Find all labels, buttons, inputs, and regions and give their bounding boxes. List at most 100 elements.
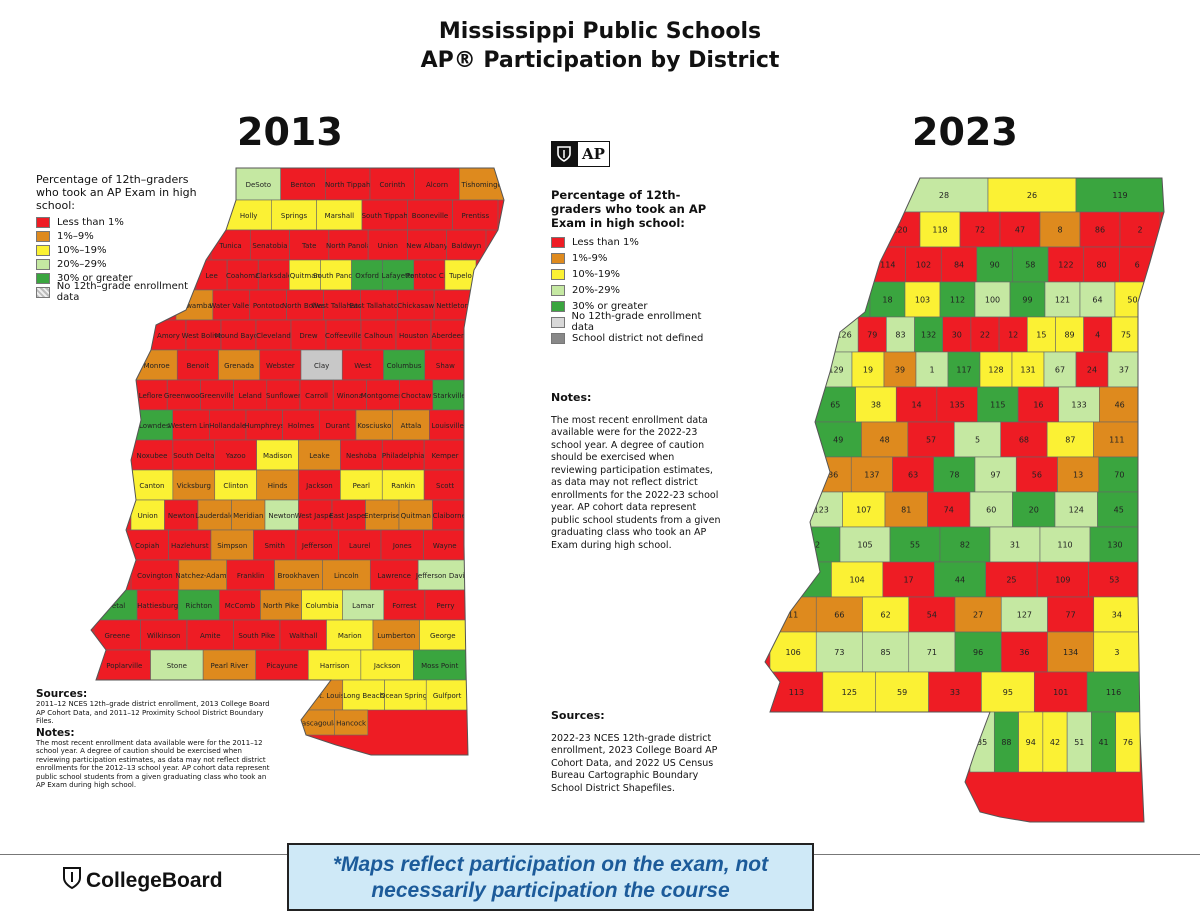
district-region — [212, 289, 251, 321]
district-region — [993, 711, 1019, 773]
district-label: 121 — [1055, 296, 1070, 305]
district-label: Greenville — [199, 392, 234, 400]
ap-logo-text: AP — [577, 141, 610, 167]
district-region — [130, 559, 180, 591]
district-label: Holly — [240, 212, 258, 220]
district-region — [914, 316, 944, 353]
district-region — [355, 409, 393, 441]
district-label: 101 — [1053, 688, 1068, 697]
district-label: 76 — [1123, 738, 1133, 747]
district-region — [1015, 456, 1058, 493]
map-2013-legend-label: No 12th–grade enrollment data — [56, 281, 189, 303]
district-label: 88 — [1001, 738, 1011, 747]
district-label: 129 — [828, 366, 843, 375]
district-label: Nettleton — [436, 302, 469, 310]
district-label: Ocean Springs — [380, 692, 431, 700]
district-label: Harrison — [320, 662, 350, 670]
district-region — [300, 709, 335, 736]
district-label: 63 — [908, 471, 918, 480]
district-label: 79 — [867, 331, 877, 340]
district-label: Hancock — [336, 720, 367, 728]
district-label: 90 — [990, 261, 1000, 270]
district-label: Calhoun — [364, 332, 393, 340]
district-label: Cleveland — [256, 332, 291, 340]
district-label: Neshoba — [346, 452, 377, 460]
district-label: East Jasper — [329, 512, 368, 520]
district-label: Water Valley — [209, 302, 253, 310]
district-region — [396, 289, 435, 321]
district-label: McComb — [225, 602, 256, 610]
district-label: Coffeeville — [325, 332, 362, 340]
district-region — [93, 619, 141, 651]
district-label: Brookhaven — [278, 572, 320, 580]
legend-2013: Percentage of 12th–graders who took an A… — [36, 173, 211, 303]
district-label: Amory — [157, 332, 180, 340]
district-region — [1000, 631, 1048, 673]
district-region — [164, 499, 199, 531]
district-label: 21 — [847, 296, 857, 305]
district-label: George — [430, 632, 456, 640]
map-2023-legend-item: No 12th-grade enrollment data — [551, 311, 721, 333]
district-label: 86 — [1095, 226, 1105, 235]
map-2023-legend-swatch — [551, 252, 565, 264]
map-2013-legend-swatch — [36, 216, 50, 228]
district-label: 75 — [1121, 331, 1131, 340]
sources-2013-title: Sources: — [36, 688, 88, 700]
district-label: 65 — [830, 401, 840, 410]
district-label: Louisville — [431, 422, 463, 430]
district-label: 64 — [1092, 296, 1102, 305]
district-label: Itawamba — [177, 302, 212, 310]
district-label: 22 — [980, 331, 990, 340]
map-2013-legend-item: Less than 1% — [36, 215, 211, 229]
district-label: Attala — [401, 422, 422, 430]
district-region — [407, 199, 453, 231]
district-label: West Tallahatchie — [311, 302, 372, 310]
district-label: 37 — [1119, 366, 1129, 375]
district-label: Enterprise — [364, 512, 400, 520]
district-label: Webster — [266, 362, 295, 370]
district-region — [882, 561, 935, 598]
district-label: Lawrence — [377, 572, 411, 580]
district-region — [1079, 211, 1121, 248]
district-region — [340, 469, 383, 501]
district-label: 2 — [1137, 226, 1142, 235]
map-2013-legend-swatch — [36, 272, 50, 284]
district-label: Jefferson — [301, 542, 333, 550]
district-label: 16 — [1033, 401, 1043, 410]
district-region — [1055, 316, 1084, 353]
district-region — [815, 596, 863, 633]
district-label: 59 — [897, 688, 907, 697]
district-label: 25 — [1006, 576, 1016, 585]
district-label: Prentiss — [462, 212, 490, 220]
district-label: Scott — [436, 482, 454, 490]
district-label: Jackson — [305, 482, 333, 490]
district-label: 119 — [1112, 191, 1127, 200]
district-label: 77 — [1066, 611, 1076, 620]
district-region — [1086, 671, 1141, 713]
district-label: 29 — [801, 576, 811, 585]
district-region — [380, 529, 424, 561]
district-label: East Tallahatchie — [349, 302, 408, 310]
district-region — [384, 679, 427, 711]
district-label: 11 — [788, 611, 798, 620]
district-label: 95 — [1003, 688, 1013, 697]
district-region — [1066, 711, 1092, 773]
district-region — [413, 649, 467, 681]
map-2023-legend-item: 30% or greater — [551, 298, 721, 314]
district-region — [1093, 631, 1141, 673]
district-label: Starkville — [433, 392, 466, 400]
map-2023-legend-label: No 12th-grade enrollment data — [571, 311, 702, 333]
district-label: Durant — [326, 422, 350, 430]
sources-2023-title: Sources: — [551, 709, 605, 722]
district-region — [1039, 211, 1081, 248]
district-region — [908, 631, 956, 673]
district-label: Laurel — [349, 542, 371, 550]
district-region — [383, 589, 426, 621]
district-label: Moss Point — [421, 662, 458, 670]
district-region — [328, 229, 369, 261]
district-region — [915, 351, 949, 388]
district-label: North Bolivar — [282, 302, 328, 310]
district-label: Leland — [239, 392, 262, 400]
district-region — [769, 631, 817, 673]
district-region — [970, 316, 1000, 353]
